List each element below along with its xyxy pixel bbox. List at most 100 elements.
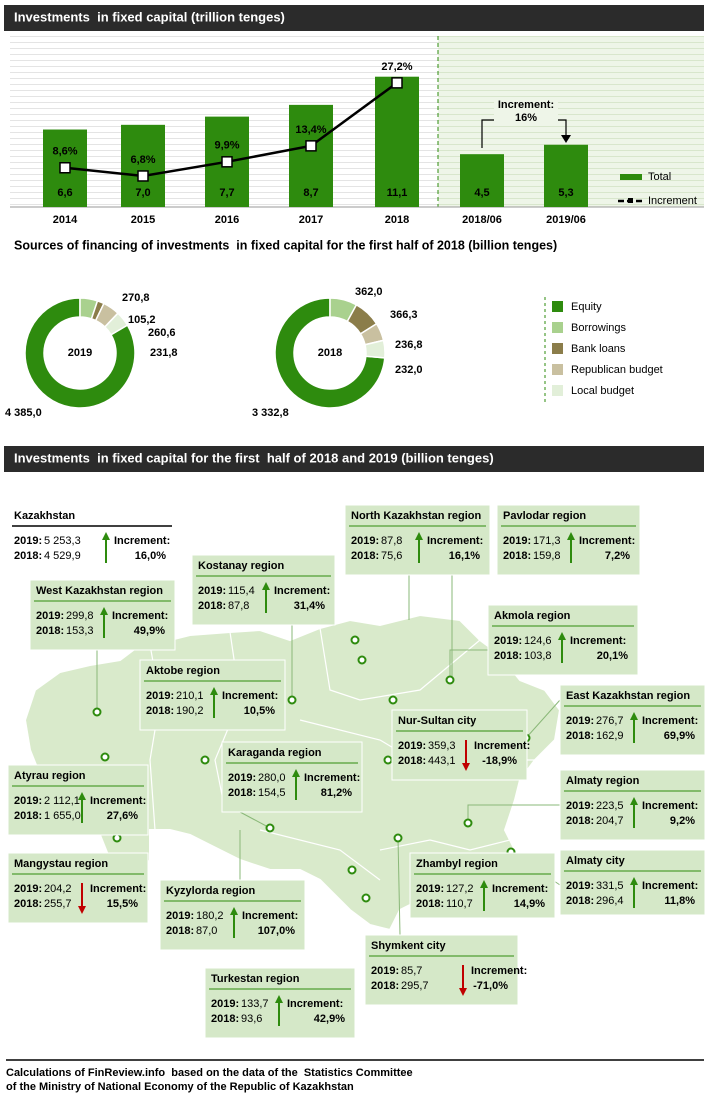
increment-label: Increment:	[222, 690, 278, 702]
year-label: 2019:	[14, 795, 42, 807]
year-label: 2018:	[198, 600, 226, 612]
region-box	[391, 709, 528, 781]
region-box	[559, 769, 706, 841]
region-box	[7, 852, 149, 924]
bar	[544, 144, 588, 207]
previous-value: 1 655,0	[44, 810, 81, 822]
trend-arrowhead	[78, 906, 86, 914]
header-band	[4, 5, 704, 31]
region-name: Atyrau region	[14, 770, 86, 782]
region-name: Karaganda region	[228, 747, 322, 759]
increment-value: 81,2%	[321, 787, 352, 799]
year-label: 2019:	[351, 535, 379, 547]
year-label: 2018:	[398, 755, 426, 767]
bar-title: Investments in fixed capital (trillion t…	[14, 9, 285, 24]
current-value: 171,3	[533, 535, 561, 547]
city-dot	[357, 655, 367, 665]
city-dot	[100, 752, 110, 762]
city-dot	[200, 755, 210, 765]
trend-arrowhead	[100, 607, 108, 615]
year-label: 2019:	[228, 772, 256, 784]
trend-arrowhead	[480, 880, 488, 888]
x-tick-label: 2019/06	[546, 214, 586, 226]
trend-arrowhead	[78, 792, 86, 800]
year-label: 2019:	[198, 585, 226, 597]
previous-value: 190,2	[176, 705, 204, 717]
donut-slice	[274, 297, 386, 409]
increment-label: Increment:	[570, 635, 626, 647]
current-value: 210,1	[176, 690, 204, 702]
city-dot	[393, 833, 403, 843]
increment-value: 27,6%	[107, 810, 138, 822]
increment-label: Increment:	[471, 965, 527, 977]
trend-arrowhead	[102, 532, 110, 540]
year-label: 2018:	[371, 980, 399, 992]
previous-value: 87,8	[228, 600, 249, 612]
trend-arrowhead	[462, 763, 470, 771]
city-dot	[388, 695, 398, 705]
bar-label: 7,0	[135, 187, 150, 199]
annotation: Increment:	[498, 99, 554, 111]
increment-label: Increment:	[304, 772, 360, 784]
bar	[460, 154, 504, 207]
slice-label: 236,8	[395, 339, 423, 351]
region-box	[364, 934, 519, 1006]
year-label: 2018:	[566, 815, 594, 827]
trend-arrowhead	[630, 877, 638, 885]
slice-label: 231,8	[150, 347, 178, 359]
slice-label: 270,8	[122, 292, 150, 304]
region-name: Nur-Sultan city	[398, 715, 477, 727]
increment-label: Increment:	[287, 998, 343, 1010]
region-name: North Kazakhstan region	[351, 510, 481, 522]
slice-label: 4 385,0	[5, 407, 42, 419]
bar-label: 5,3	[558, 187, 573, 199]
current-value: 124,6	[524, 635, 552, 647]
increment-label: Increment:	[427, 535, 483, 547]
current-value: 280,0	[258, 772, 286, 784]
increment-marker	[59, 162, 71, 174]
trend-arrowhead	[275, 995, 283, 1003]
city-dot	[350, 635, 360, 645]
financing-title: Sources of financing of investments in f…	[14, 238, 557, 252]
legend-label: Borrowings	[571, 322, 627, 334]
bar-label: 8,7	[303, 187, 318, 199]
increment-label: Increment:	[642, 800, 698, 812]
increment-value: 69,9%	[664, 730, 695, 742]
year-label: 2019:	[416, 883, 444, 895]
increment-value: 42,9%	[314, 1013, 345, 1025]
region-name: East Kazakhstan region	[566, 690, 690, 702]
increment-label: Increment:	[579, 535, 635, 547]
region-name: Mangystau region	[14, 858, 108, 870]
previous-value: 295,7	[401, 980, 429, 992]
legend-swatch	[628, 198, 633, 203]
previous-value: 75,6	[381, 550, 402, 562]
increment-marker	[391, 77, 403, 89]
bar-label: 11,1	[387, 187, 408, 199]
x-tick-label: 2017	[299, 214, 323, 226]
leader-line	[467, 804, 560, 823]
city-dot	[347, 865, 357, 875]
annotation-bg	[494, 98, 558, 126]
year-label: 2019:	[14, 883, 42, 895]
increment-label: Increment:	[274, 585, 330, 597]
year-label: 2019:	[371, 965, 399, 977]
trend-arrowhead	[210, 687, 218, 695]
x-tick-label: 2018	[385, 214, 409, 226]
current-value: 2 112,1	[44, 795, 80, 807]
donut-center-label: 2019	[68, 347, 92, 359]
x-tick-label: 2014	[53, 214, 78, 226]
increment-label: Increment:	[112, 610, 168, 622]
legend-swatch	[620, 174, 642, 180]
region-name: Almaty region	[566, 775, 640, 787]
previous-value: 103,8	[524, 650, 552, 662]
region-name: Pavlodar region	[503, 510, 586, 522]
trend-arrowhead	[292, 769, 300, 777]
increment-label: Increment:	[642, 715, 698, 727]
increment-label: Increment:	[474, 740, 530, 752]
year-label: 2019:	[398, 740, 426, 752]
year-label: 2019:	[211, 998, 239, 1010]
previous-value: 159,8	[533, 550, 561, 562]
year-label: 2019:	[503, 535, 531, 547]
city-dot	[92, 707, 102, 717]
